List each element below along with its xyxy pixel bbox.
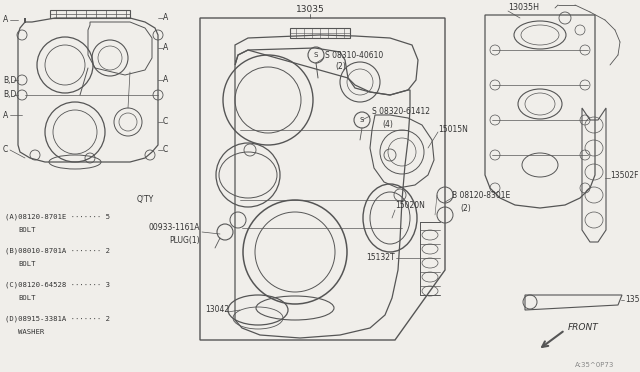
Text: B 08120-8301E: B 08120-8301E bbox=[452, 190, 510, 199]
Text: FRONT: FRONT bbox=[568, 324, 599, 333]
Text: (B)08010-8701A ······· 2: (B)08010-8701A ······· 2 bbox=[5, 247, 110, 253]
Text: A: A bbox=[163, 13, 168, 22]
Text: Q'TY: Q'TY bbox=[136, 195, 154, 204]
Text: 15015N: 15015N bbox=[438, 125, 468, 135]
Text: WASHER: WASHER bbox=[18, 329, 44, 335]
Text: S 08320-61412: S 08320-61412 bbox=[372, 108, 430, 116]
Text: A:35^0P73: A:35^0P73 bbox=[575, 362, 614, 368]
Text: (A)08120-8701E ······· 5: (A)08120-8701E ······· 5 bbox=[5, 213, 110, 219]
Text: 00933-1161A: 00933-1161A bbox=[148, 224, 200, 232]
Text: BOLT: BOLT bbox=[18, 295, 35, 301]
Text: (D)08915-3381A ······· 2: (D)08915-3381A ······· 2 bbox=[5, 315, 110, 321]
Text: (4): (4) bbox=[382, 119, 393, 128]
Text: (C)08120-64528 ······· 3: (C)08120-64528 ······· 3 bbox=[5, 281, 110, 288]
Text: 15132T: 15132T bbox=[366, 253, 395, 263]
Text: B,D: B,D bbox=[3, 90, 17, 99]
Text: B,D: B,D bbox=[3, 76, 17, 84]
Text: S 08310-40610: S 08310-40610 bbox=[325, 51, 383, 60]
Text: A: A bbox=[3, 16, 8, 25]
Text: C: C bbox=[163, 145, 168, 154]
Text: 13042: 13042 bbox=[205, 305, 229, 314]
Text: A: A bbox=[3, 110, 8, 119]
Text: 13502F: 13502F bbox=[610, 170, 639, 180]
Text: C: C bbox=[3, 145, 8, 154]
Text: 13520Z: 13520Z bbox=[625, 295, 640, 305]
Text: BOLT: BOLT bbox=[18, 227, 35, 233]
Text: A: A bbox=[163, 44, 168, 52]
Text: (2): (2) bbox=[460, 203, 471, 212]
Text: 13035H: 13035H bbox=[508, 3, 539, 13]
Text: (2): (2) bbox=[335, 62, 346, 71]
Text: 13035: 13035 bbox=[296, 6, 324, 15]
Text: C: C bbox=[163, 118, 168, 126]
Text: BOLT: BOLT bbox=[18, 261, 35, 267]
Text: S: S bbox=[314, 52, 318, 58]
Text: PLUG(1): PLUG(1) bbox=[170, 235, 200, 244]
Text: S: S bbox=[360, 117, 364, 123]
Text: A: A bbox=[163, 76, 168, 84]
Text: 15020N: 15020N bbox=[395, 201, 425, 209]
